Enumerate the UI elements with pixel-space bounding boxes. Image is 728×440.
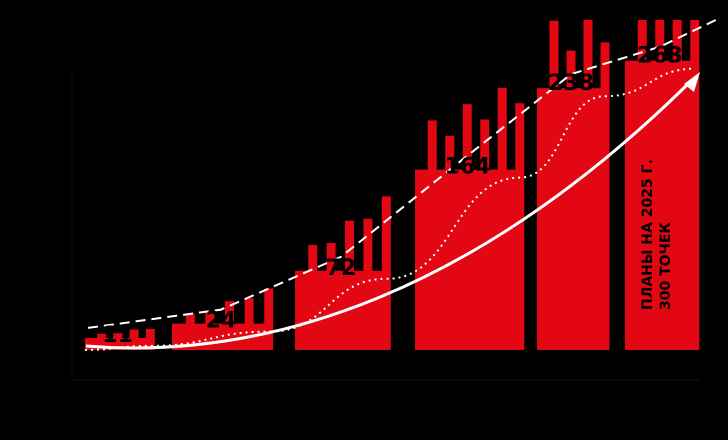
growth-arrow-curve — [85, 78, 694, 350]
value-label: 11 — [102, 323, 133, 348]
bar — [537, 88, 605, 350]
dotted-trend-line — [84, 67, 696, 351]
growth-arrow-head — [684, 72, 700, 92]
pattern-column — [264, 288, 274, 350]
value-label: 238 — [548, 71, 594, 96]
trend-lines — [84, 17, 721, 351]
plan-annotation-line1: ПЛАНЫ НА 2025 Г. — [640, 159, 656, 310]
value-label: 263 — [637, 44, 683, 69]
value-label: 164 — [445, 155, 491, 180]
value-label: 72 — [326, 256, 357, 281]
pattern-column — [145, 328, 155, 350]
value-label: 24 — [206, 309, 237, 334]
bar — [415, 169, 520, 350]
bars — [85, 60, 695, 350]
value-labels: 11 24 72 164 238 263 — [102, 44, 683, 348]
plan-annotation-line2: 300 ТОЧЕК — [658, 222, 674, 310]
